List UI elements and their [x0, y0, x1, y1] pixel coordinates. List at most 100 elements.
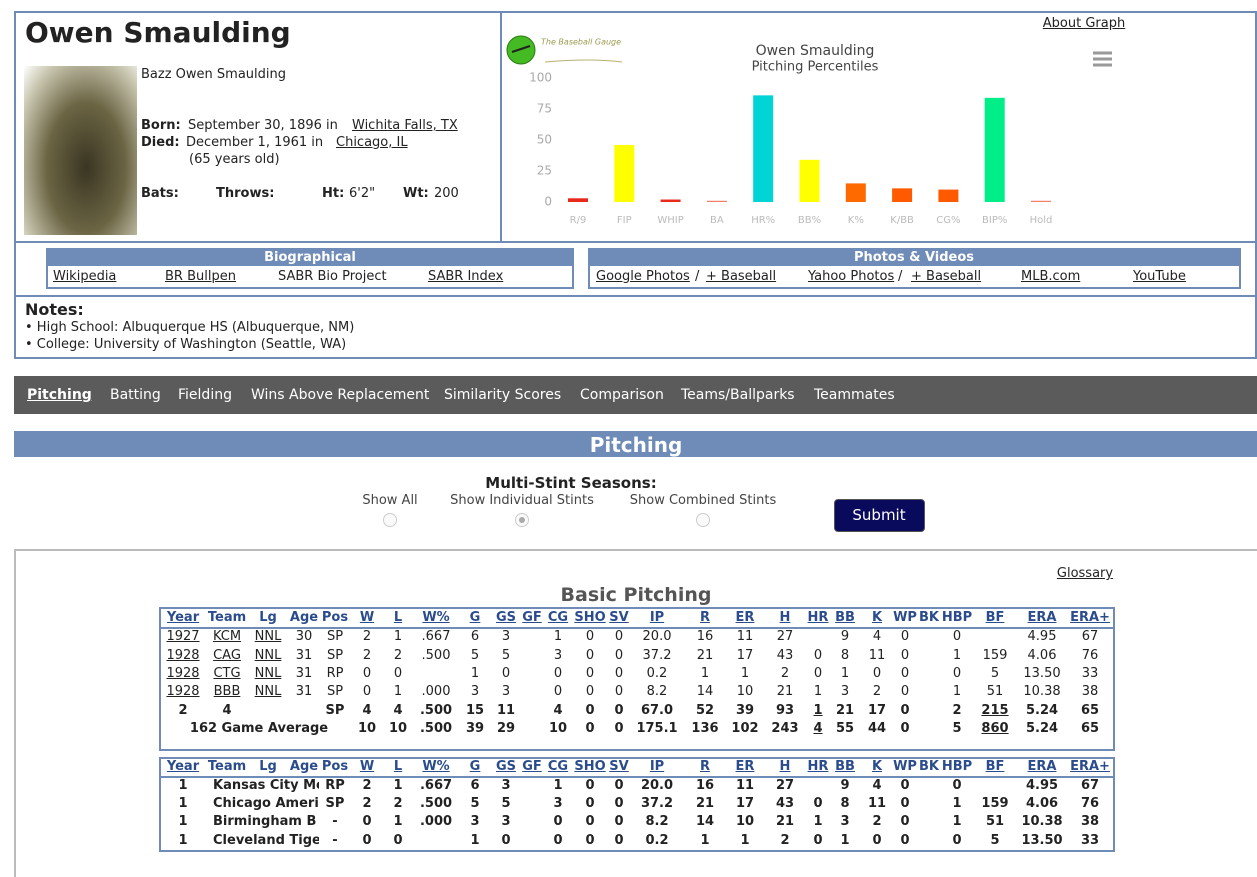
cell[interactable]: CTG	[213, 666, 241, 681]
nav-item[interactable]: Batting	[110, 387, 161, 403]
column-header[interactable]: G	[469, 610, 481, 625]
cell: 0	[900, 814, 910, 829]
cell[interactable]: 4	[813, 721, 823, 736]
column-header[interactable]: Year	[166, 610, 200, 625]
submit-button[interactable]	[834, 499, 925, 532]
about-graph-link[interactable]: About Graph	[1042, 16, 1126, 31]
cell[interactable]: 1927	[166, 629, 200, 644]
column-header[interactable]: H	[779, 759, 791, 774]
cell[interactable]: BBB	[213, 684, 241, 699]
cell[interactable]: 1	[813, 703, 823, 718]
column-header[interactable]: W	[359, 610, 375, 625]
column-header[interactable]: BB	[835, 759, 855, 774]
column-header[interactable]: GS	[495, 759, 517, 774]
column-header[interactable]: W	[359, 759, 375, 774]
cell[interactable]: 1928	[166, 666, 200, 681]
bio-link[interactable]: SABR Index	[428, 269, 504, 284]
cell: 14	[696, 684, 714, 699]
nav-item[interactable]: Similarity Scores	[444, 387, 562, 403]
column-header[interactable]: G	[469, 759, 481, 774]
column-header[interactable]: CG	[547, 610, 569, 625]
cell[interactable]: NNL	[254, 629, 282, 644]
media-header-bar	[590, 250, 1239, 266]
column-header[interactable]: L	[393, 759, 403, 774]
media-link[interactable]: Yahoo Photos	[808, 269, 895, 284]
column-header[interactable]: GF	[522, 610, 542, 625]
column-header[interactable]: SHO	[574, 759, 606, 774]
column-header[interactable]: L	[393, 610, 403, 625]
menu-icon[interactable]	[1093, 51, 1112, 67]
radio[interactable]	[696, 513, 710, 527]
cell[interactable]: 1928	[166, 648, 200, 663]
cell[interactable]: 860	[981, 721, 1009, 736]
column-header[interactable]: BF	[985, 610, 1005, 625]
column-header[interactable]: SV	[609, 610, 629, 625]
nav-item[interactable]: Wins Above Replacement	[251, 387, 430, 403]
column-header[interactable]: ER	[735, 610, 755, 625]
column-header[interactable]: K	[871, 759, 883, 774]
radio[interactable]	[383, 513, 397, 527]
media-link[interactable]: YouTube	[1133, 269, 1186, 284]
media-link[interactable]: + Baseball	[911, 269, 982, 284]
cell: .667	[421, 629, 451, 644]
nav-item[interactable]: Pitching	[27, 387, 92, 403]
column-header[interactable]: ERA+	[1070, 610, 1110, 625]
cell: 0	[900, 796, 910, 811]
ht-label: Ht:	[322, 186, 345, 201]
glossary-link[interactable]: Glossary	[1056, 566, 1114, 581]
cell: 0	[362, 833, 372, 848]
column-header[interactable]: GF	[522, 759, 542, 774]
column-header[interactable]: R	[699, 610, 711, 625]
column-header[interactable]: IP	[649, 610, 665, 625]
column-header[interactable]: BF	[985, 759, 1005, 774]
column-header[interactable]: K	[871, 610, 883, 625]
radio[interactable]	[515, 513, 529, 527]
cell[interactable]: CAG	[213, 648, 241, 663]
cell: 55	[835, 721, 855, 736]
column-header[interactable]: GS	[495, 610, 517, 625]
divider	[14, 295, 1257, 297]
bio-link[interactable]: Wikipedia	[53, 269, 117, 284]
cell: 0	[585, 666, 595, 681]
column-header[interactable]: ER	[735, 759, 755, 774]
cell[interactable]: NNL	[254, 684, 282, 699]
cell[interactable]: NNL	[254, 666, 282, 681]
nav-item[interactable]: Fielding	[178, 387, 232, 403]
column-header[interactable]: H	[779, 610, 791, 625]
cell: 11	[735, 778, 755, 793]
column-header[interactable]: ERA	[1027, 610, 1057, 625]
column-header[interactable]: IP	[649, 759, 665, 774]
nav-item[interactable]: Comparison	[580, 387, 664, 403]
born-place[interactable]: Wichita Falls, TX	[352, 118, 458, 133]
column-header[interactable]: HR	[807, 610, 829, 625]
media-link[interactable]: + Baseball	[706, 269, 777, 284]
column-header[interactable]: BB	[835, 610, 855, 625]
column-header[interactable]: ERA	[1027, 759, 1057, 774]
column-header[interactable]: Year	[166, 759, 200, 774]
died-place[interactable]: Chicago, IL	[336, 135, 408, 150]
cell: 0	[900, 629, 910, 644]
column-header[interactable]: SHO	[574, 610, 606, 625]
column-header[interactable]: W%	[422, 610, 450, 625]
cell: 8	[840, 648, 850, 663]
cell: 1	[952, 648, 962, 663]
cell: 5	[501, 648, 511, 663]
cell[interactable]: 215	[981, 703, 1009, 718]
column-header[interactable]: SV	[609, 759, 629, 774]
nav-item[interactable]: Teammates	[814, 387, 895, 403]
media-link[interactable]: Google Photos	[596, 269, 690, 284]
column-header[interactable]: HR	[807, 759, 829, 774]
bio-link[interactable]: BR Bullpen	[165, 269, 236, 284]
cell[interactable]: 1928	[166, 684, 200, 699]
cell: 4	[393, 703, 403, 718]
logo-bat	[511, 45, 531, 53]
bar	[753, 95, 774, 202]
column-header[interactable]: W%	[422, 759, 450, 774]
nav-item[interactable]: Teams/Ballparks	[681, 387, 795, 403]
column-header[interactable]: R	[699, 759, 711, 774]
cell[interactable]: KCM	[212, 629, 242, 644]
column-header[interactable]: CG	[547, 759, 569, 774]
media-link[interactable]: MLB.com	[1021, 269, 1081, 284]
column-header[interactable]: ERA+	[1070, 759, 1110, 774]
cell[interactable]: NNL	[254, 648, 282, 663]
